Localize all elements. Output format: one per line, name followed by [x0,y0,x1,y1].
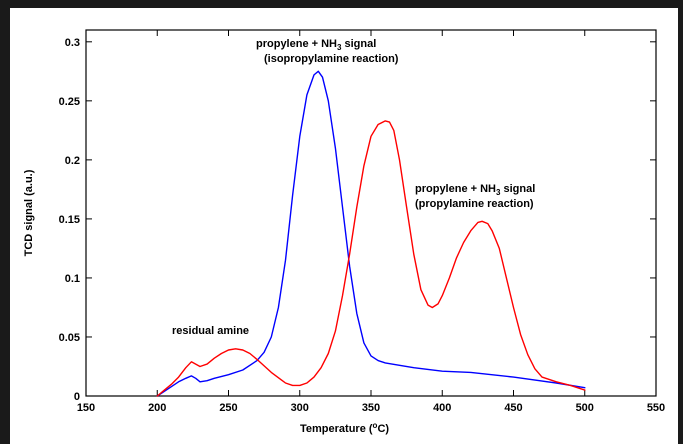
y-tick-label: 0.3 [65,37,80,49]
annotation-propylamine-subscript: 3 [496,188,501,197]
annotation-propylamine-text-b: signal [500,183,535,195]
annotation-propylamine-text-a: propylene + NH [415,183,496,195]
y-tick-label: 0 [74,391,80,403]
annotation-isopropylamine-text-a: propylene + NH [256,38,337,50]
x-tick-label: 350 [362,402,380,414]
x-axis-label-text-a: Temperature ( [300,423,373,435]
x-axis-label-text-b: C) [377,423,389,435]
x-tick-label: 550 [647,402,665,414]
y-tick-label: 0.15 [59,214,80,226]
x-tick-label: 250 [219,402,237,414]
annotation-residual-amine: residual amine [172,325,249,337]
x-tick-label: 300 [291,402,309,414]
annotation-isopropylamine-text-b: signal [341,38,376,50]
annotation-propylamine-line2: (propylamine reaction) [415,198,534,210]
plot-border [85,29,657,397]
chart-frame: 150 200 250 300 350 400 450 500 550 0 0.05 0.1 0.15 0… [10,8,678,444]
x-tick-label: 500 [576,402,594,414]
series-line-red [156,120,586,397]
annotation-isopropylamine-line2: (isopropylamine reaction) [264,53,399,65]
y-tick-label: 0.05 [59,332,80,344]
x-tick-label: 400 [433,402,451,414]
y-axis-label: TCD signal (a.u.) [23,169,35,256]
y-tick-label: 0.25 [59,96,80,108]
x-axis-label-superscript: o [373,421,378,430]
series-line-blue [156,70,586,397]
axes-group: 150 200 250 300 350 400 450 500 550 0 0.05 0.1 0.15 0… [23,29,665,435]
y-tick-label: 0.1 [65,273,80,285]
annotations-group: residual amine propylene + NH3 signal (i… [172,38,535,337]
annotation-propylamine-line1: propylene + NH3 signal [415,183,535,197]
annotation-isopropylamine-subscript: 3 [337,43,342,52]
tcd-chart: 150 200 250 300 350 400 450 500 550 0 0.05 0.1 0.15 0… [23,29,665,435]
y-tick-label: 0.2 [65,155,80,167]
x-tick-label: 450 [504,402,522,414]
x-axis-label: Temperature (oC) [300,421,389,435]
annotation-isopropylamine-line1: propylene + NH3 signal [256,38,376,52]
x-tick-label: 200 [148,402,166,414]
x-tick-label: 150 [77,402,95,414]
series-group [156,70,586,397]
